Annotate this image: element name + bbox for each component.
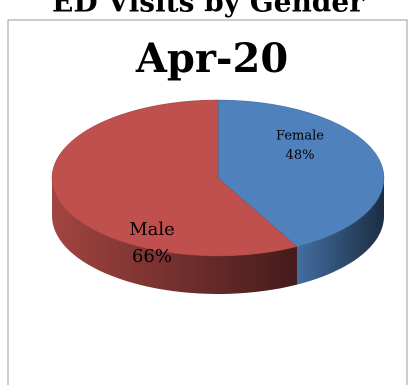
chart-subtitle: Apr-20	[135, 35, 288, 82]
slice-value-label: 48%	[286, 148, 315, 163]
slice-side	[297, 178, 384, 285]
slice-value-label: 66%	[132, 246, 172, 267]
slice-label: Male	[129, 219, 175, 240]
slice	[51, 99, 298, 257]
slice-side	[52, 178, 298, 294]
slice-label: Female	[276, 129, 324, 144]
chart-title: ED Visits by Gender	[52, 0, 365, 19]
slice	[217, 99, 385, 247]
pie: Female 48% Male 66%	[51, 99, 385, 294]
